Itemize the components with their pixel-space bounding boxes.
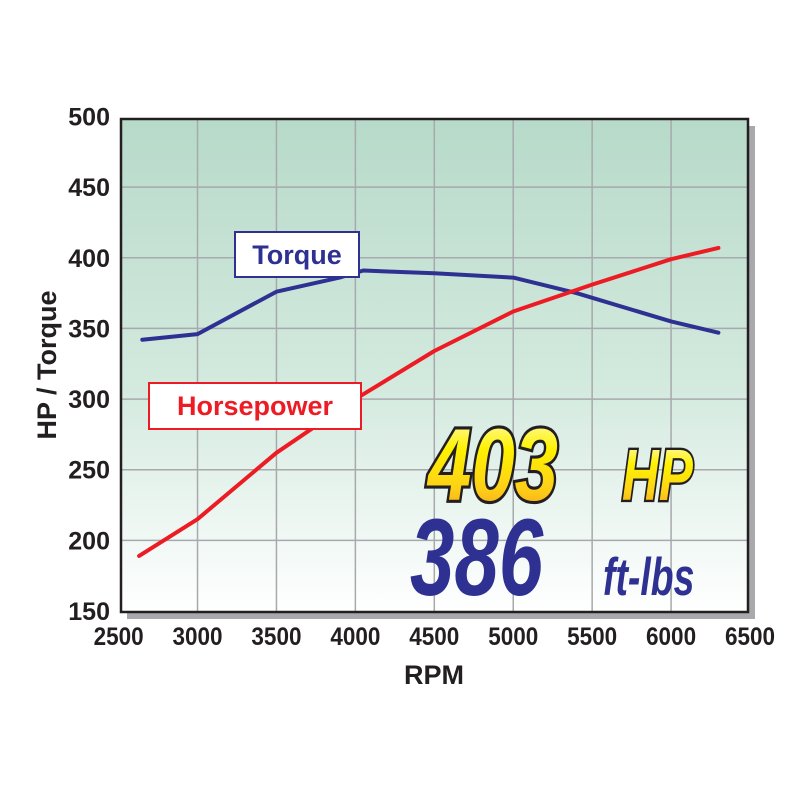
y-tick-label: 500 <box>68 104 110 132</box>
torque-callout: 386 ft-lbs <box>410 497 694 619</box>
y-tick-label: 350 <box>68 315 110 343</box>
x-tick-label: 4500 <box>409 623 459 651</box>
x-tick-label: 3000 <box>173 623 223 651</box>
hp-callout: 403 HP <box>424 406 696 525</box>
series-line-horsepower <box>137 245 721 558</box>
y-tick-label: 300 <box>68 386 110 414</box>
x-tick-label: 5000 <box>488 623 538 651</box>
x-tick-label: 6500 <box>725 623 775 651</box>
x-tick-label: 6000 <box>646 623 696 651</box>
y-axis-title: HP / Torque <box>32 290 62 439</box>
torque-unit: ft-lbs <box>603 548 694 607</box>
torque-value: 386 <box>410 497 544 619</box>
legend-horsepower-label: Horsepower <box>177 391 334 421</box>
series-line-torque <box>140 268 721 342</box>
y-tick-label: 400 <box>68 245 110 273</box>
x-tick-label: 5500 <box>567 623 617 651</box>
hp-value: 403 <box>426 409 558 523</box>
y-tick-label: 150 <box>68 598 110 626</box>
x-tick-label: 4000 <box>330 623 380 651</box>
y-tick-label: 450 <box>68 174 110 202</box>
y-tick-label: 250 <box>68 457 110 485</box>
plot-frame <box>119 117 750 614</box>
legend-torque: Torque <box>234 231 360 278</box>
hp-unit: HP <box>622 437 693 517</box>
x-axis-title: RPM <box>404 660 464 690</box>
legend-horsepower: Horsepower <box>148 382 362 430</box>
x-tick-label: 3500 <box>251 623 301 651</box>
x-tick-label: 2500 <box>94 623 144 651</box>
legend-torque-label: Torque <box>252 240 342 270</box>
y-tick-label: 200 <box>68 527 110 555</box>
